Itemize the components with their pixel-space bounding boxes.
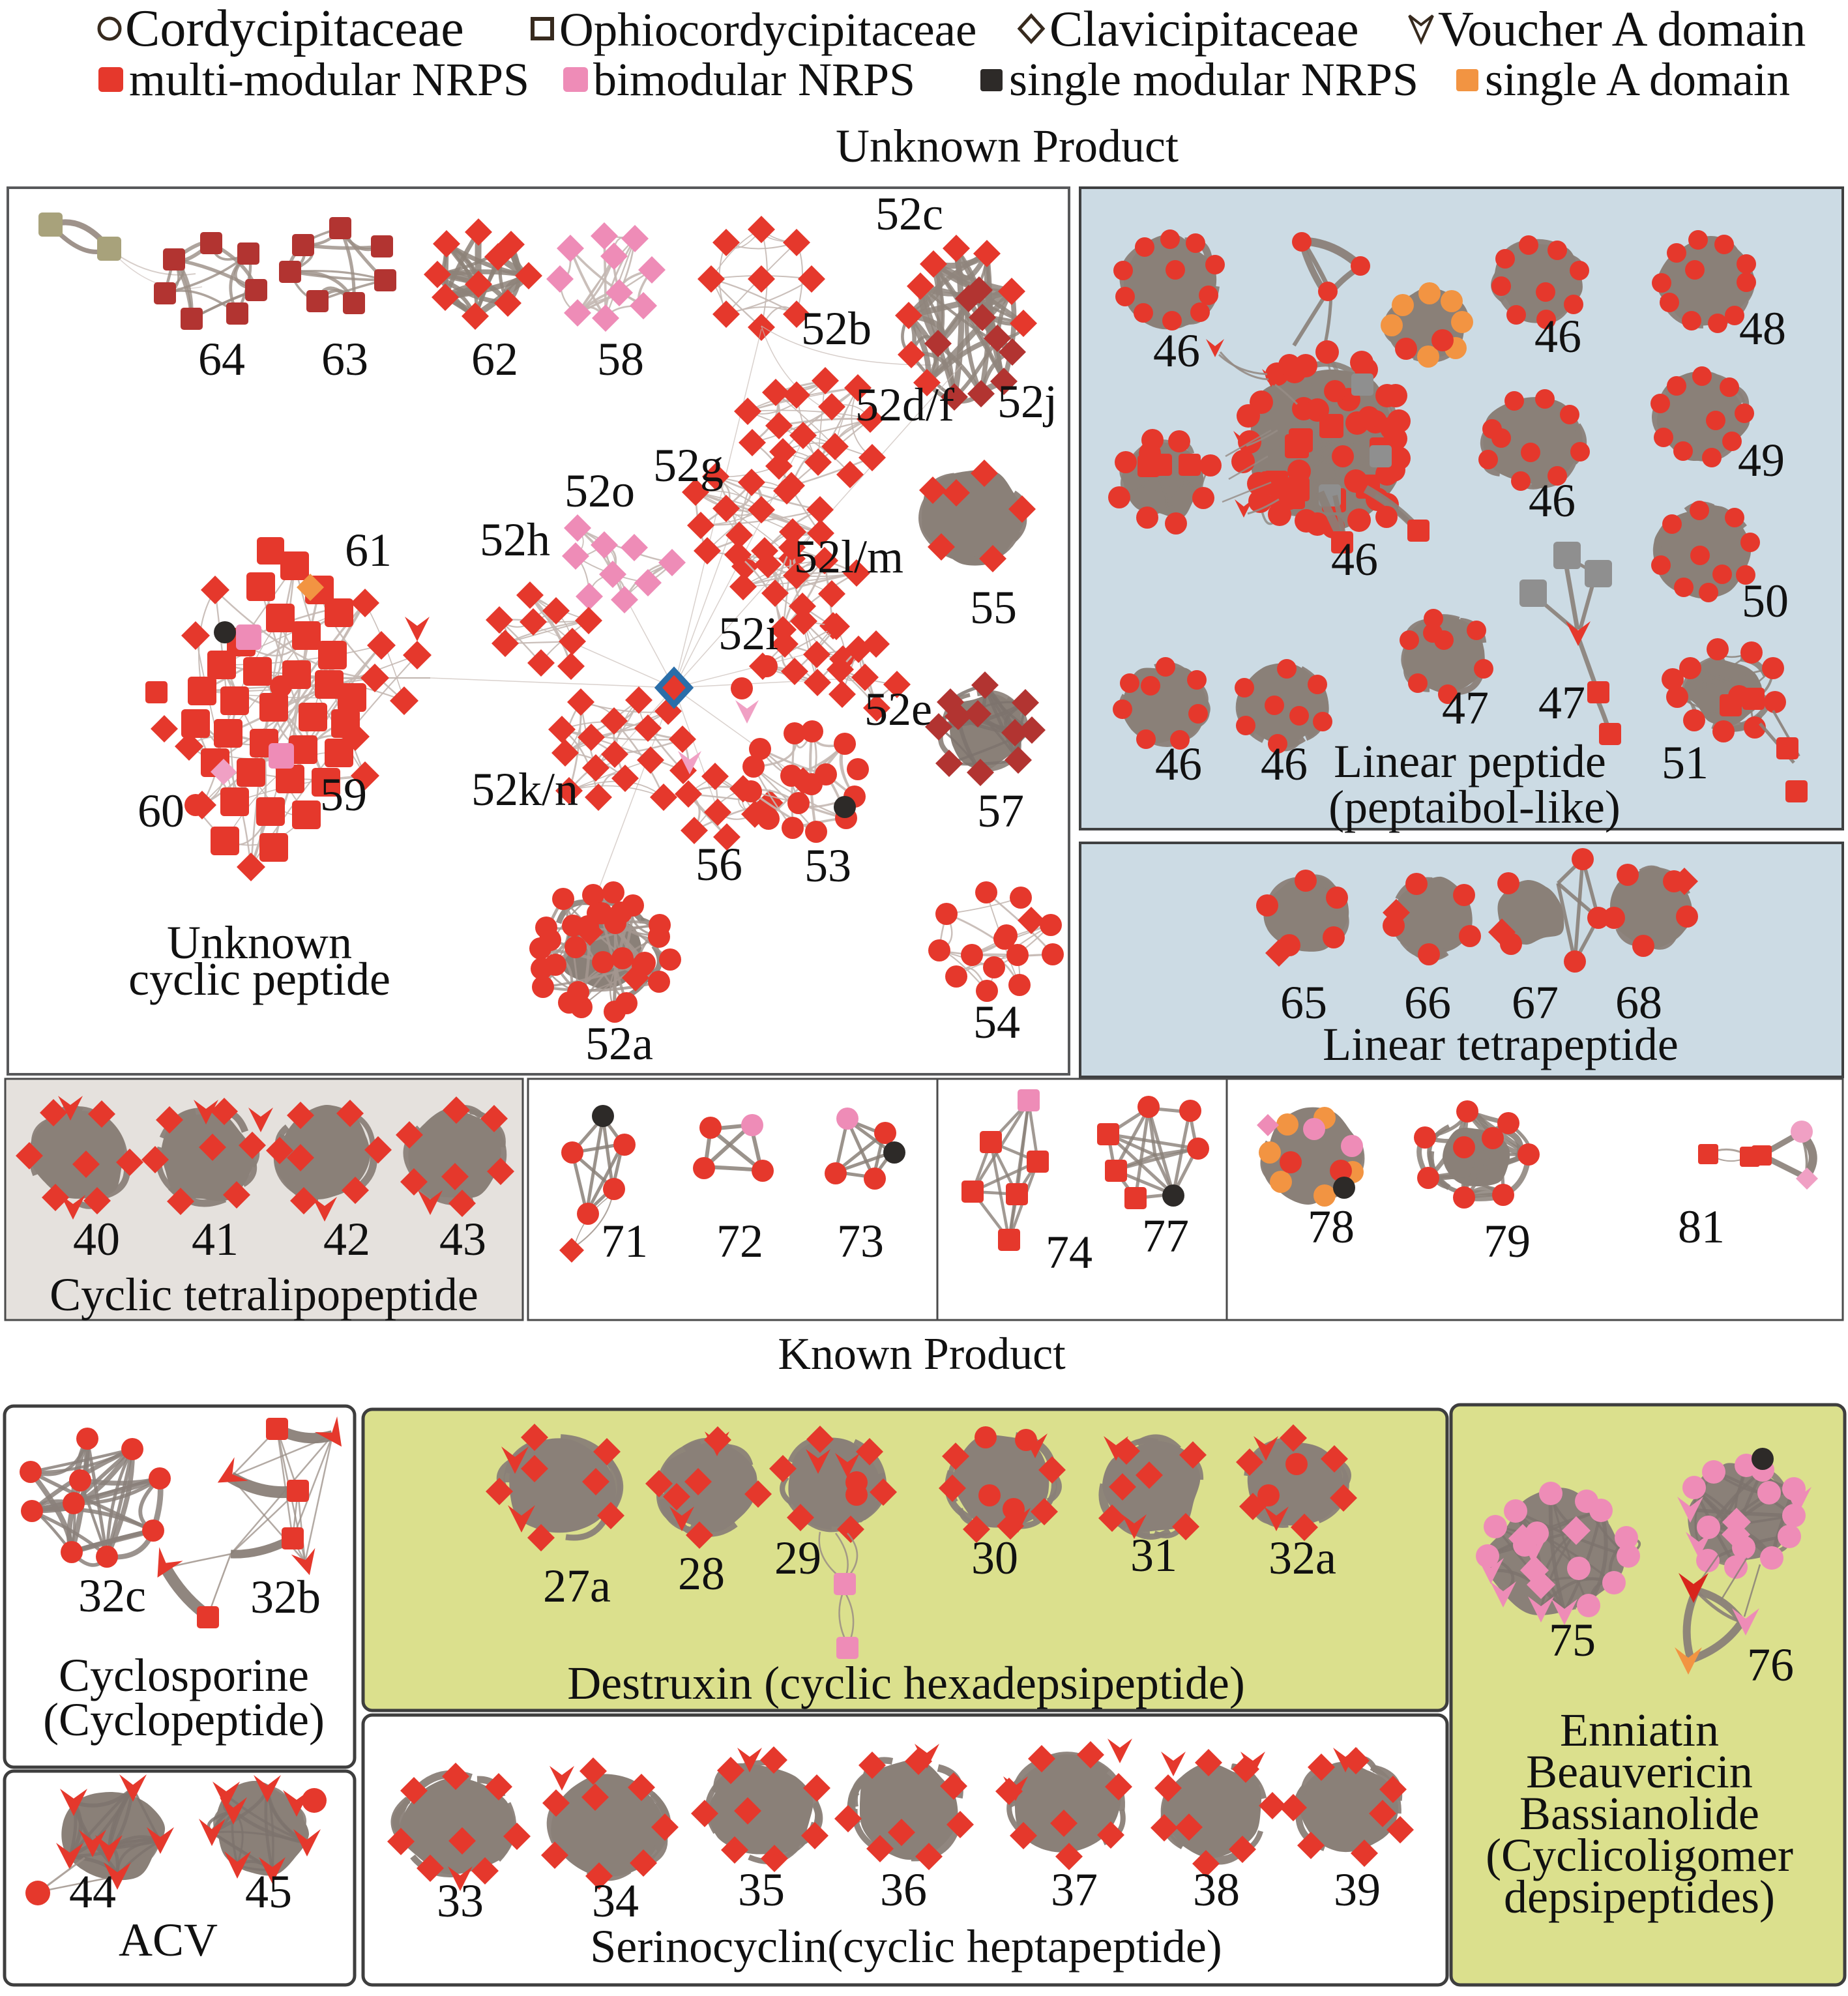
svg-text:59: 59 xyxy=(320,769,367,821)
svg-text:79: 79 xyxy=(1484,1215,1531,1267)
svg-text:64: 64 xyxy=(198,333,245,385)
svg-text:35: 35 xyxy=(738,1864,785,1916)
svg-text:52a: 52a xyxy=(585,1018,653,1070)
svg-text:32b: 32b xyxy=(250,1571,321,1623)
svg-text:52o: 52o xyxy=(565,465,635,517)
svg-text:56: 56 xyxy=(696,838,742,890)
svg-text:52k/n: 52k/n xyxy=(471,763,578,815)
svg-text:44: 44 xyxy=(69,1866,116,1918)
svg-text:47: 47 xyxy=(1538,677,1585,729)
svg-text:81: 81 xyxy=(1678,1201,1725,1253)
svg-text:42: 42 xyxy=(323,1213,370,1265)
svg-text:Clavicipitaceae: Clavicipitaceae xyxy=(1049,1,1359,57)
svg-text:31: 31 xyxy=(1130,1529,1177,1581)
svg-text:75: 75 xyxy=(1549,1614,1596,1666)
svg-text:71: 71 xyxy=(601,1215,648,1267)
svg-text:50: 50 xyxy=(1742,575,1789,627)
svg-text:29: 29 xyxy=(774,1532,821,1584)
svg-text:74: 74 xyxy=(1046,1226,1093,1278)
svg-text:28: 28 xyxy=(678,1548,725,1600)
svg-text:46: 46 xyxy=(1155,738,1202,790)
svg-text:52g: 52g xyxy=(653,439,724,492)
svg-text:Beauvericin: Beauvericin xyxy=(1526,1746,1753,1798)
svg-text:48: 48 xyxy=(1739,302,1786,355)
svg-text:bimodular NRPS: bimodular NRPS xyxy=(593,53,915,106)
svg-text:(Cyclicoligomer: (Cyclicoligomer xyxy=(1486,1829,1793,1881)
svg-text:Ophiocordycipitaceae: Ophiocordycipitaceae xyxy=(559,3,976,56)
svg-text:single modular NRPS: single modular NRPS xyxy=(1009,53,1418,106)
svg-text:40: 40 xyxy=(73,1213,120,1265)
svg-text:Unknown: Unknown xyxy=(167,917,352,969)
svg-text:36: 36 xyxy=(880,1864,927,1916)
svg-text:Unknown Product: Unknown Product xyxy=(836,120,1179,172)
svg-text:Linear tetrapeptide: Linear tetrapeptide xyxy=(1323,1018,1679,1070)
svg-text:52j: 52j xyxy=(997,375,1057,428)
svg-text:41: 41 xyxy=(192,1213,239,1265)
svg-text:55: 55 xyxy=(970,581,1017,634)
svg-text:62: 62 xyxy=(471,333,518,385)
svg-text:52i: 52i xyxy=(718,608,778,660)
svg-text:30: 30 xyxy=(971,1532,1018,1584)
svg-text:27a: 27a xyxy=(543,1560,611,1612)
svg-text:Serinocyclin(cyclic heptapepti: Serinocyclin(cyclic heptapeptide) xyxy=(590,1920,1222,1973)
svg-text:33: 33 xyxy=(437,1875,484,1927)
svg-text:Enniatin: Enniatin xyxy=(1560,1704,1719,1756)
svg-text:34: 34 xyxy=(592,1875,639,1927)
svg-text:37: 37 xyxy=(1051,1864,1098,1916)
svg-text:52h: 52h xyxy=(480,514,550,566)
svg-text:Cordycipitaceae: Cordycipitaceae xyxy=(125,0,464,57)
svg-text:51: 51 xyxy=(1662,737,1709,789)
svg-text:43: 43 xyxy=(439,1213,486,1265)
svg-text:ACV: ACV xyxy=(119,1914,218,1966)
svg-text:Voucher A domain: Voucher A domain xyxy=(1438,2,1806,57)
svg-text:(Cyclopeptide): (Cyclopeptide) xyxy=(43,1694,325,1746)
svg-text:52e: 52e xyxy=(864,683,932,735)
svg-text:52l/m: 52l/m xyxy=(794,531,903,583)
svg-text:Linear peptide: Linear peptide xyxy=(1334,735,1606,787)
svg-text:32a: 32a xyxy=(1269,1532,1336,1584)
svg-text:47: 47 xyxy=(1442,682,1489,734)
svg-text:72: 72 xyxy=(716,1215,763,1267)
svg-text:78: 78 xyxy=(1308,1201,1355,1253)
svg-text:60: 60 xyxy=(138,785,184,837)
svg-text:46: 46 xyxy=(1529,475,1576,527)
svg-text:single A domain: single A domain xyxy=(1485,53,1790,106)
svg-text:73: 73 xyxy=(837,1215,884,1267)
svg-text:67: 67 xyxy=(1512,976,1559,1029)
svg-text:Destruxin (cyclic hexadepsipep: Destruxin (cyclic hexadepsipeptide) xyxy=(567,1657,1245,1709)
svg-text:52d/f: 52d/f xyxy=(855,379,954,431)
svg-text:49: 49 xyxy=(1738,434,1785,486)
svg-text:63: 63 xyxy=(321,333,368,385)
svg-text:68: 68 xyxy=(1615,976,1662,1029)
svg-text:66: 66 xyxy=(1404,976,1451,1029)
svg-text:Bassianolide: Bassianolide xyxy=(1519,1787,1759,1840)
svg-text:61: 61 xyxy=(345,524,392,576)
svg-text:58: 58 xyxy=(597,333,644,385)
svg-text:52c: 52c xyxy=(875,188,943,240)
svg-text:54: 54 xyxy=(973,996,1020,1048)
svg-text:57: 57 xyxy=(977,785,1024,837)
svg-text:depsipeptides): depsipeptides) xyxy=(1504,1871,1775,1923)
svg-text:cyclic peptide: cyclic peptide xyxy=(128,953,390,1005)
svg-text:Cyclic tetralipopeptide: Cyclic tetralipopeptide xyxy=(50,1269,478,1321)
svg-text:Cyclosporine: Cyclosporine xyxy=(59,1649,309,1701)
svg-text:65: 65 xyxy=(1280,976,1327,1029)
svg-text:46: 46 xyxy=(1261,738,1308,790)
svg-text:Known Product: Known Product xyxy=(778,1329,1066,1379)
svg-text:46: 46 xyxy=(1534,310,1581,362)
svg-text:39: 39 xyxy=(1334,1864,1381,1916)
svg-text:multi-modular NRPS: multi-modular NRPS xyxy=(129,53,529,106)
svg-text:45: 45 xyxy=(245,1866,292,1918)
svg-text:38: 38 xyxy=(1193,1864,1240,1916)
svg-text:76: 76 xyxy=(1747,1639,1794,1691)
svg-text:46: 46 xyxy=(1153,325,1200,377)
svg-text:53: 53 xyxy=(804,840,851,892)
svg-text:77: 77 xyxy=(1142,1210,1189,1262)
svg-text:52b: 52b xyxy=(801,302,872,355)
svg-text:(peptaibol-like): (peptaibol-like) xyxy=(1328,781,1621,833)
svg-text:46: 46 xyxy=(1331,533,1378,585)
svg-text:32c: 32c xyxy=(78,1570,146,1622)
